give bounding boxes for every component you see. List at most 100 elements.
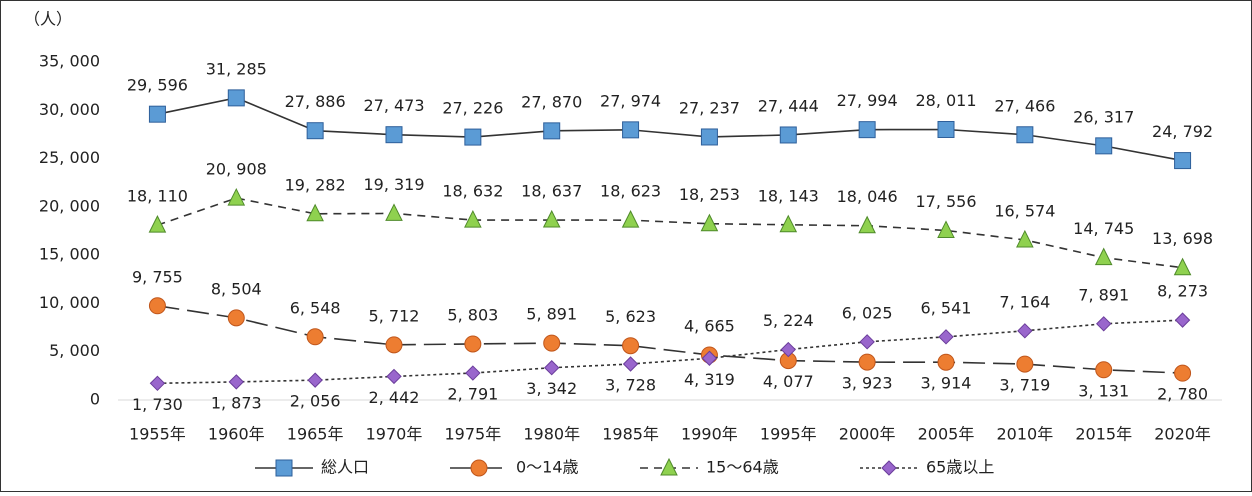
y-axis-label: （人） bbox=[24, 10, 72, 29]
data-label: 31, 285 bbox=[206, 59, 267, 78]
data-label: 27, 444 bbox=[758, 96, 819, 115]
x-tick-label: 1960年 bbox=[208, 425, 265, 444]
legend-marker bbox=[660, 457, 678, 476]
series-line bbox=[157, 97, 1183, 162]
legend-label: 15〜64歳 bbox=[706, 458, 779, 477]
data-label: 27, 237 bbox=[679, 98, 740, 117]
marker bbox=[779, 126, 797, 144]
data-label: 2, 780 bbox=[1157, 385, 1208, 404]
marker bbox=[544, 360, 560, 376]
x-tick-label: 2015年 bbox=[1075, 425, 1132, 444]
marker bbox=[780, 341, 796, 358]
x-tick-label: 2010年 bbox=[996, 425, 1053, 444]
data-label: 14, 745 bbox=[1073, 219, 1134, 238]
legend-item: 65歳以上 bbox=[860, 458, 994, 477]
x-tick-label: 1970年 bbox=[366, 425, 423, 444]
x-tick-label: 1990年 bbox=[681, 425, 738, 444]
marker bbox=[1096, 316, 1112, 332]
data-label: 8, 273 bbox=[1157, 282, 1208, 301]
y-tick-label: 15, 000 bbox=[39, 245, 100, 264]
marker bbox=[858, 353, 876, 371]
data-label: 2, 791 bbox=[447, 385, 498, 404]
marker bbox=[938, 329, 954, 345]
marker bbox=[937, 120, 955, 138]
marker bbox=[858, 215, 876, 234]
data-label: 3, 342 bbox=[526, 379, 577, 398]
data-label: 27, 870 bbox=[521, 92, 582, 111]
x-tick-label: 1965年 bbox=[287, 425, 344, 444]
legend-marker bbox=[881, 460, 897, 476]
marker bbox=[464, 209, 482, 228]
marker bbox=[1174, 364, 1192, 382]
marker bbox=[1016, 355, 1034, 373]
marker bbox=[385, 126, 403, 144]
data-label: 3, 131 bbox=[1078, 381, 1129, 400]
marker bbox=[1016, 126, 1034, 144]
y-tick-label: 10, 000 bbox=[39, 293, 100, 312]
x-tick-label: 1955年 bbox=[129, 425, 186, 444]
marker bbox=[306, 122, 324, 140]
marker bbox=[937, 353, 955, 371]
x-tick-label: 1995年 bbox=[760, 425, 817, 444]
data-label: 1, 730 bbox=[132, 395, 183, 414]
marker bbox=[465, 365, 481, 381]
marker bbox=[228, 374, 244, 390]
data-label: 18, 253 bbox=[679, 185, 740, 204]
data-label: 1, 873 bbox=[211, 393, 262, 412]
data-label: 3, 728 bbox=[605, 375, 656, 394]
marker bbox=[543, 122, 561, 140]
x-tick-label: 1975年 bbox=[444, 425, 501, 444]
marker bbox=[937, 220, 955, 238]
legend-item: 総人口 bbox=[255, 458, 369, 477]
data-label: 27, 226 bbox=[442, 99, 503, 118]
data-label: 18, 637 bbox=[521, 182, 582, 201]
data-label: 20, 908 bbox=[206, 160, 267, 179]
y-tick-label: 0 bbox=[90, 390, 100, 409]
marker bbox=[858, 121, 876, 139]
marker bbox=[543, 334, 561, 352]
y-tick-label: 35, 000 bbox=[39, 52, 100, 71]
data-label: 4, 665 bbox=[684, 316, 735, 335]
marker bbox=[1016, 229, 1034, 248]
marker bbox=[622, 337, 640, 355]
marker bbox=[1173, 257, 1192, 276]
marker bbox=[700, 128, 718, 146]
marker bbox=[779, 214, 798, 233]
data-label: 19, 282 bbox=[285, 175, 346, 194]
data-label: 13, 698 bbox=[1152, 229, 1213, 248]
data-label: 3, 923 bbox=[842, 374, 893, 393]
data-label: 18, 623 bbox=[600, 182, 661, 201]
data-label: 18, 110 bbox=[127, 187, 188, 206]
marker bbox=[1017, 323, 1033, 339]
marker bbox=[148, 214, 167, 233]
data-label: 6, 541 bbox=[921, 298, 972, 317]
series-line bbox=[157, 197, 1183, 269]
data-label: 27, 473 bbox=[363, 96, 424, 115]
marker bbox=[464, 128, 482, 146]
data-label: 3, 719 bbox=[999, 376, 1050, 395]
data-label: 8, 504 bbox=[211, 279, 262, 298]
data-label: 9, 755 bbox=[132, 267, 183, 286]
legend-marker bbox=[275, 459, 293, 477]
data-label: 26, 317 bbox=[1073, 107, 1134, 126]
data-label: 3, 914 bbox=[921, 374, 972, 393]
x-tick-label: 2005年 bbox=[918, 425, 975, 444]
marker bbox=[148, 297, 166, 315]
marker bbox=[148, 105, 166, 123]
data-label: 27, 994 bbox=[837, 91, 898, 110]
data-label: 29, 596 bbox=[127, 76, 188, 95]
marker bbox=[385, 336, 403, 354]
marker bbox=[700, 213, 719, 232]
data-label: 16, 574 bbox=[994, 201, 1055, 220]
marker bbox=[1174, 152, 1192, 170]
x-tick-label: 1980年 bbox=[523, 425, 580, 444]
data-label: 5, 712 bbox=[369, 306, 420, 325]
marker bbox=[464, 335, 482, 353]
x-tick-label: 2000年 bbox=[839, 425, 896, 444]
y-tick-label: 5, 000 bbox=[49, 341, 100, 360]
data-label: 4, 319 bbox=[684, 370, 735, 389]
y-tick-label: 30, 000 bbox=[39, 100, 100, 119]
marker bbox=[306, 203, 324, 222]
